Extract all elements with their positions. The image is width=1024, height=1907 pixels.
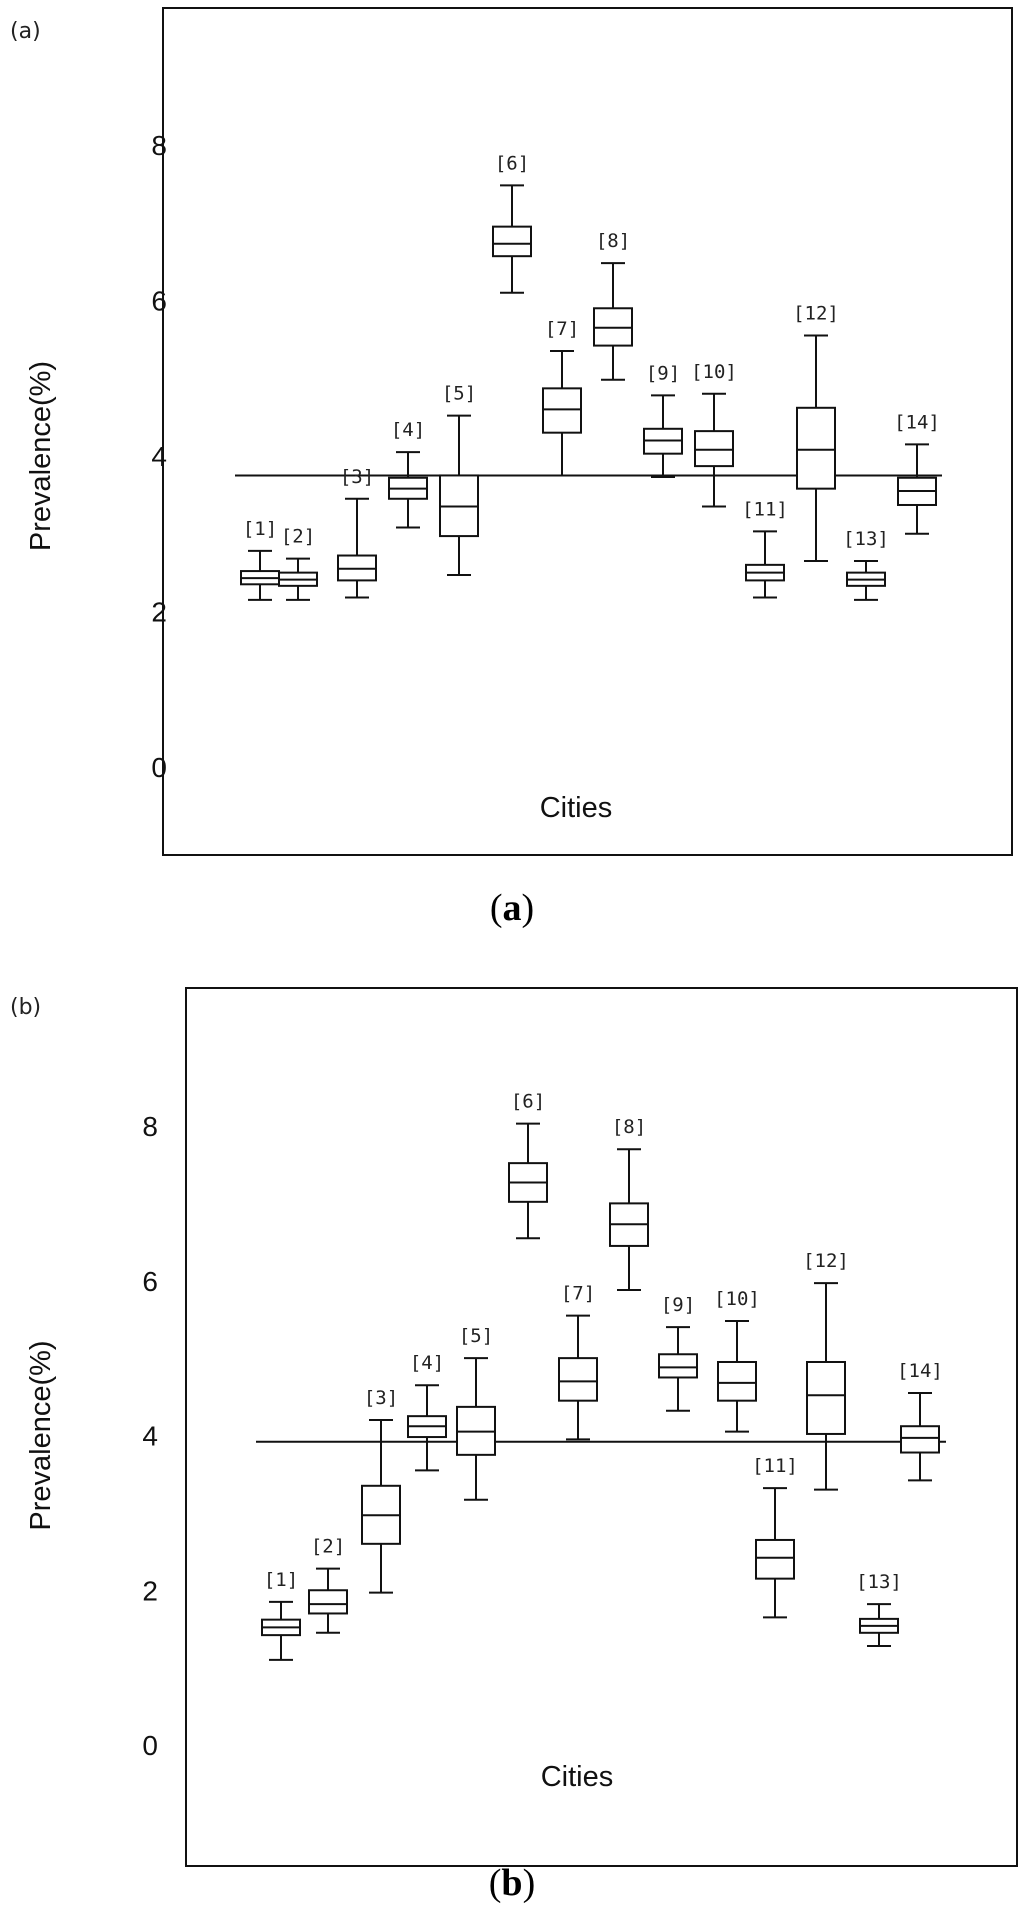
box-label: [3] bbox=[340, 466, 374, 488]
box-label: [9] bbox=[661, 1294, 695, 1316]
box-label: [12] bbox=[803, 1250, 849, 1272]
box-label: [5] bbox=[442, 383, 476, 405]
box-label: [3] bbox=[364, 1387, 398, 1409]
box-iqr bbox=[542, 387, 582, 434]
box-label: [7] bbox=[561, 1283, 595, 1305]
y-tick-label: 6 bbox=[142, 1266, 158, 1297]
box-label: [10] bbox=[691, 361, 737, 383]
y-tick-label: 8 bbox=[151, 130, 167, 161]
y-tick-label: 2 bbox=[142, 1575, 158, 1606]
box-label: [10] bbox=[714, 1288, 760, 1310]
figure-caption-a: (a) bbox=[490, 887, 534, 929]
box-label: [4] bbox=[410, 1352, 444, 1374]
box-label: [1] bbox=[243, 518, 277, 540]
box-label: [7] bbox=[545, 318, 579, 340]
box-label: [6] bbox=[511, 1091, 545, 1113]
box-label: [14] bbox=[894, 411, 940, 433]
panel-tag-a: (a) bbox=[10, 19, 41, 44]
x-axis-label: Cities bbox=[540, 792, 613, 824]
box-label: [11] bbox=[742, 498, 788, 520]
panel-tag-b: (b) bbox=[10, 995, 41, 1020]
box-label: [13] bbox=[856, 1571, 902, 1593]
y-tick-label: 8 bbox=[142, 1111, 158, 1142]
box-label: [8] bbox=[596, 230, 630, 252]
box-iqr bbox=[658, 1353, 698, 1379]
box-iqr bbox=[806, 1360, 846, 1435]
y-tick-label: 4 bbox=[151, 441, 167, 472]
box-label: [6] bbox=[495, 152, 529, 174]
y-axis-label: Prevalence(%) bbox=[25, 361, 57, 551]
box-iqr bbox=[755, 1538, 795, 1580]
box-iqr bbox=[492, 225, 532, 258]
box-iqr bbox=[558, 1357, 598, 1402]
box-label: [4] bbox=[391, 419, 425, 441]
y-tick-label: 6 bbox=[151, 286, 167, 317]
box-iqr bbox=[308, 1589, 348, 1615]
box-iqr bbox=[796, 406, 836, 490]
box-label: [11] bbox=[752, 1455, 798, 1477]
box-iqr bbox=[717, 1360, 757, 1402]
box-iqr bbox=[900, 1425, 940, 1454]
y-tick-label: 4 bbox=[142, 1421, 158, 1452]
box-iqr bbox=[694, 430, 734, 468]
figure-caption-b: (b) bbox=[489, 1862, 535, 1904]
y-axis-label: Prevalence(%) bbox=[25, 1340, 57, 1530]
box-label: [8] bbox=[612, 1116, 646, 1138]
plot-frame-a bbox=[162, 7, 1013, 856]
box-label: [9] bbox=[646, 362, 680, 384]
box-label: [13] bbox=[843, 528, 889, 550]
x-axis-label: Cities bbox=[541, 1761, 614, 1793]
box-label: [1] bbox=[264, 1569, 298, 1591]
box-label: [2] bbox=[311, 1536, 345, 1558]
y-tick-label: 2 bbox=[151, 597, 167, 628]
box-label: [2] bbox=[281, 526, 315, 548]
plot-frame-b bbox=[185, 987, 1018, 1867]
box-label: [5] bbox=[459, 1325, 493, 1347]
box-label: [12] bbox=[793, 302, 839, 324]
y-tick-label: 0 bbox=[151, 752, 167, 783]
box-label: [14] bbox=[897, 1360, 943, 1382]
y-tick-label: 0 bbox=[142, 1730, 158, 1761]
